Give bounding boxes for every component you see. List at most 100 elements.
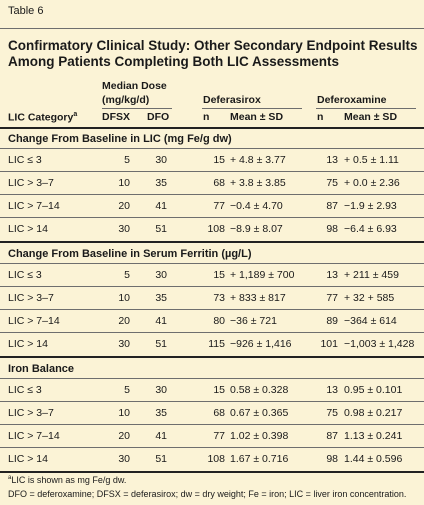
deferoxamine-mean-cell: + 0.5 ± 1.11: [344, 154, 399, 166]
table-row: LIC > 7–14 20 41 80 −36 ± 721 89 −364 ± …: [0, 310, 424, 332]
deferoxamine-n-cell: 13: [326, 384, 338, 396]
dfsx-dose-cell: 30: [118, 338, 130, 350]
lic-category-cell: LIC > 7–14: [8, 200, 60, 212]
deferoxamine-n-cell: 98: [326, 223, 338, 235]
deferasirox-mean-cell: 0.58 ± 0.328: [230, 384, 289, 396]
lic-category-cell: LIC ≤ 3: [8, 269, 42, 281]
row-rule: [0, 309, 424, 310]
lic-category-cell: LIC > 7–14: [8, 430, 60, 442]
deferasirox-n-cell: 77: [213, 200, 225, 212]
deferasirox-n-cell: 15: [213, 269, 225, 281]
dfo-dose-cell: 35: [155, 407, 167, 419]
deferoxamine-n-cell: 13: [326, 269, 338, 281]
section-title-iron-balance: Iron Balance: [8, 363, 75, 375]
table-row: LIC > 7–14 20 41 77 −0.4 ± 4.70 87 −1.9 …: [0, 195, 424, 217]
section-divider: [0, 356, 424, 358]
row-rule: [0, 401, 424, 402]
deferasirox-mean-cell: −0.4 ± 4.70: [230, 200, 283, 212]
header-rule: [0, 127, 424, 129]
section-rule: [0, 148, 424, 149]
deferoxamine-mean-cell: + 0.0 ± 2.36: [344, 177, 400, 189]
table-row: LIC ≤ 3 5 30 15 + 1,189 ± 700 13 + 211 ±…: [0, 264, 424, 286]
lic-category-cell: LIC > 3–7: [8, 177, 54, 189]
deferasirox-n-cell: 115: [208, 338, 225, 350]
dfo-dose-cell: 30: [155, 269, 167, 281]
dfsx-dose-cell: 5: [124, 269, 130, 281]
dfo-dose-cell: 30: [155, 384, 167, 396]
dfo-dose-cell: 51: [155, 453, 167, 465]
table-row: LIC > 14 30 51 108 −8.9 ± 8.07 98 −6.4 ±…: [0, 218, 424, 240]
table-label: Table 6: [8, 5, 44, 17]
dfsx-dose-cell: 10: [118, 407, 130, 419]
dfo-dose-cell: 51: [155, 223, 167, 235]
deferoxamine-n-cell: 87: [326, 430, 338, 442]
deferasirox-header: Deferasirox: [203, 94, 261, 106]
deferoxamine-mean-header: Mean ± SD: [344, 111, 398, 123]
deferasirox-n-cell: 77: [213, 430, 225, 442]
deferoxamine-n-cell: 75: [326, 407, 338, 419]
section-title-ferritin-change: Change From Baseline in Serum Ferritin (…: [8, 248, 252, 260]
table-row: LIC > 14 30 51 115 −926 ± 1,416 101 −1,0…: [0, 333, 424, 355]
row-rule: [0, 447, 424, 448]
table-row: LIC > 3–7 10 35 73 + 833 ± 817 77 + 32 +…: [0, 287, 424, 309]
deferoxamine-header: Deferoxamine: [317, 94, 387, 106]
section-rule: [0, 378, 424, 379]
dfo-dose-cell: 35: [155, 177, 167, 189]
dose-underline: [102, 108, 172, 109]
deferasirox-n-cell: 108: [207, 223, 225, 235]
lic-category-cell: LIC > 3–7: [8, 292, 54, 304]
deferoxamine-n-cell: 89: [326, 315, 338, 327]
deferasirox-n-cell: 68: [213, 177, 225, 189]
dfsx-dose-cell: 30: [118, 453, 130, 465]
dfsx-dose-cell: 20: [118, 315, 130, 327]
table-row: LIC > 7–14 20 41 77 1.02 ± 0.398 87 1.13…: [0, 425, 424, 447]
deferasirox-mean-cell: 1.02 ± 0.398: [230, 430, 289, 442]
deferasirox-mean-cell: + 833 ± 817: [230, 292, 286, 304]
deferasirox-mean-cell: + 4.8 ± 3.77: [230, 154, 286, 166]
dfsx-dose-cell: 20: [118, 430, 130, 442]
deferoxamine-mean-cell: + 211 ± 459: [344, 269, 399, 281]
deferoxamine-mean-cell: + 32 + 585: [344, 292, 395, 304]
row-rule: [0, 286, 424, 287]
deferasirox-n-cell: 73: [213, 292, 225, 304]
dfo-dose-cell: 51: [155, 338, 167, 350]
deferoxamine-underline: [316, 108, 416, 109]
section-title-lic-change: Change From Baseline in LIC (mg Fe/g dw): [8, 133, 232, 145]
table-row: LIC > 14 30 51 108 1.67 ± 0.716 98 1.44 …: [0, 448, 424, 470]
deferasirox-mean-cell: −36 ± 721: [230, 315, 277, 327]
row-rule: [0, 194, 424, 195]
deferasirox-n-header: n: [203, 111, 210, 123]
row-rule: [0, 424, 424, 425]
row-rule: [0, 171, 424, 172]
table-row: LIC ≤ 3 5 30 15 + 4.8 ± 3.77 13 + 0.5 ± …: [0, 149, 424, 171]
deferoxamine-mean-cell: 1.44 ± 0.596: [344, 453, 403, 465]
deferoxamine-n-cell: 77: [326, 292, 338, 304]
dfsx-dose-cell: 20: [118, 200, 130, 212]
deferoxamine-mean-cell: 0.95 ± 0.101: [344, 384, 403, 396]
dfo-dose-cell: 41: [155, 200, 167, 212]
top-rule: [0, 28, 424, 29]
deferasirox-mean-cell: + 1,189 ± 700: [230, 269, 295, 281]
table-title: Confirmatory Clinical Study: Other Secon…: [8, 38, 418, 69]
deferoxamine-mean-cell: −364 ± 614: [344, 315, 397, 327]
footnote-a: aLIC is shown as mg Fe/g dw.: [8, 475, 127, 485]
footnote-abbreviations: DFO = deferoxamine; DFSX = deferasirox; …: [8, 489, 407, 499]
deferasirox-mean-header: Mean ± SD: [230, 111, 284, 123]
deferasirox-n-cell: 108: [207, 453, 225, 465]
table-row: LIC > 3–7 10 35 68 + 3.8 ± 3.85 75 + 0.0…: [0, 172, 424, 194]
section-divider: [0, 241, 424, 243]
deferoxamine-mean-cell: −1.9 ± 2.93: [344, 200, 397, 212]
deferoxamine-n-cell: 13: [326, 154, 338, 166]
lic-category-cell: LIC > 14: [8, 453, 48, 465]
deferasirox-n-cell: 15: [213, 384, 225, 396]
dfsx-dose-cell: 10: [118, 177, 130, 189]
deferasirox-mean-cell: −926 ± 1,416: [230, 338, 292, 350]
dfsx-dose-cell: 10: [118, 292, 130, 304]
median-dose-header: Median Dose: [102, 80, 167, 92]
deferasirox-n-cell: 68: [213, 407, 225, 419]
bottom-rule: [0, 471, 424, 473]
deferoxamine-n-cell: 87: [326, 200, 338, 212]
deferasirox-mean-cell: 0.67 ± 0.365: [230, 407, 289, 419]
deferoxamine-n-cell: 101: [320, 338, 338, 350]
